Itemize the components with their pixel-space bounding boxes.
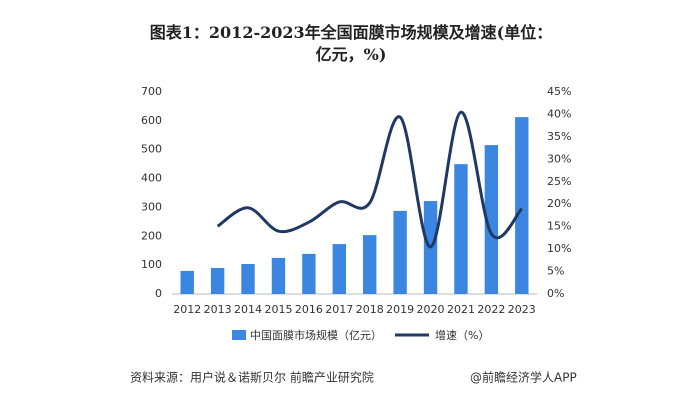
y2-tick-label: 0% xyxy=(547,287,564,300)
legend-swatch xyxy=(232,330,246,340)
bar xyxy=(302,253,316,294)
x-tick-label: 2012 xyxy=(173,303,201,316)
y-tick-label: 100 xyxy=(141,258,162,271)
line xyxy=(216,110,523,249)
x-tick-label: 2015 xyxy=(264,303,292,316)
y2-tick-label: 30% xyxy=(547,152,571,165)
y2-tick-label: 20% xyxy=(547,197,571,210)
source: 资料来源：用户说＆诺斯贝尔 前瞻产业研究院 xyxy=(130,370,374,385)
y-tick-label: 200 xyxy=(141,229,162,242)
x-tick-label: 2014 xyxy=(234,303,262,316)
legend-label: 增速（%） xyxy=(435,328,489,342)
y-tick-label: 600 xyxy=(141,114,162,127)
y2-tick-label: 15% xyxy=(547,220,571,233)
x-tick-label: 2019 xyxy=(386,303,414,316)
y-tick-label: 300 xyxy=(141,200,162,213)
bar xyxy=(271,257,286,294)
x-tick-label: 2023 xyxy=(508,303,536,316)
y2-tick-label: 40% xyxy=(547,107,571,120)
y2-tick-label: 5% xyxy=(547,265,564,278)
bar xyxy=(393,210,407,294)
y2-tick-label: 35% xyxy=(547,130,571,143)
y2-tick-label: 45% xyxy=(547,85,571,98)
x-tick-label: 2017 xyxy=(325,303,353,316)
bar xyxy=(454,164,468,294)
bar xyxy=(363,235,377,294)
bar xyxy=(241,263,255,294)
bar xyxy=(180,270,194,294)
bar xyxy=(515,117,529,294)
bar xyxy=(332,244,346,294)
y-tick-label: 0 xyxy=(155,287,162,300)
y-tick-label: 500 xyxy=(141,143,162,156)
x-tick-label: 2018 xyxy=(356,303,384,316)
x-tick-label: 2020 xyxy=(417,303,445,316)
x-tick-label: 2021 xyxy=(447,303,475,316)
credit: @前瞻经济学人APP xyxy=(470,370,577,385)
x-tick-label: 2022 xyxy=(477,303,505,316)
y-tick-label: 400 xyxy=(141,172,162,185)
x-tick-label: 2013 xyxy=(204,303,232,316)
legend-label: 中国面膜市场规模（亿元） xyxy=(250,328,382,342)
chart-title: 图表1：2012-2023年全国面膜市场规模及增速(单位：亿元，%) xyxy=(149,23,553,64)
bar xyxy=(484,145,499,294)
x-tick-label: 2016 xyxy=(295,303,323,316)
y2-tick-label: 10% xyxy=(547,242,571,255)
y-tick-label: 700 xyxy=(141,85,162,98)
bar xyxy=(210,268,225,294)
y2-tick-label: 25% xyxy=(547,175,571,188)
